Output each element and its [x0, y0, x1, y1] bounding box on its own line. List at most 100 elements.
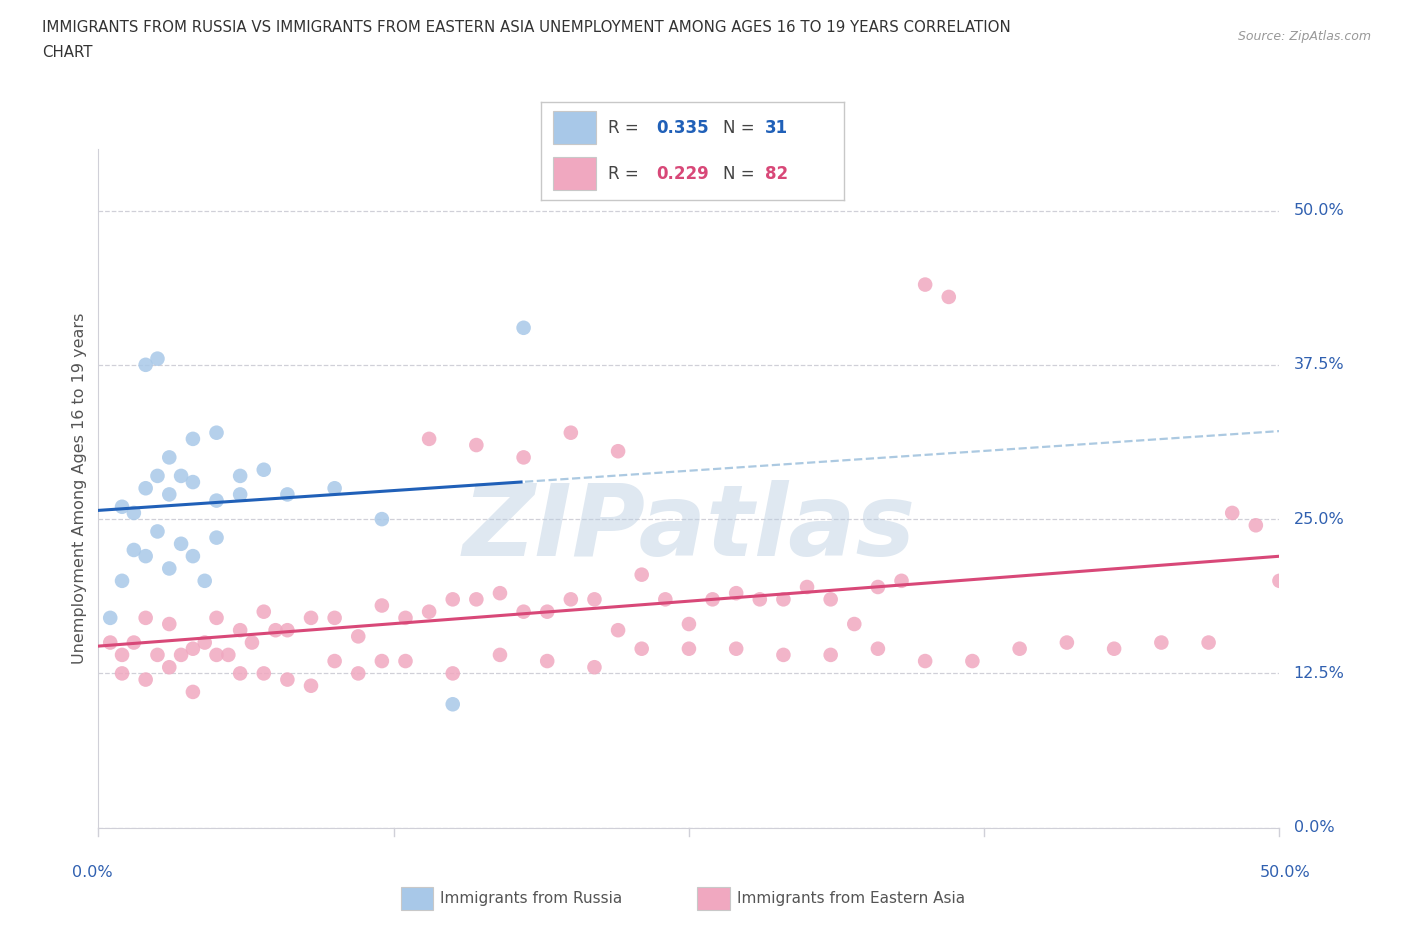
FancyBboxPatch shape — [554, 157, 596, 191]
Point — [489, 586, 512, 601]
Point — [1198, 635, 1220, 650]
Point — [194, 574, 217, 589]
Point — [607, 444, 630, 458]
Point — [1220, 506, 1243, 521]
Point — [725, 586, 748, 601]
FancyBboxPatch shape — [554, 111, 596, 144]
Text: CHART: CHART — [42, 45, 93, 60]
Point — [111, 574, 134, 589]
Point — [866, 579, 889, 594]
Point — [583, 659, 606, 674]
Point — [170, 647, 193, 662]
Point — [181, 432, 204, 446]
Point — [748, 591, 770, 606]
Point — [418, 604, 440, 619]
Point — [772, 591, 794, 606]
Text: 0.0%: 0.0% — [72, 865, 112, 880]
Point — [371, 654, 394, 669]
Point — [371, 512, 394, 526]
Point — [229, 469, 252, 484]
Point — [276, 672, 298, 687]
Point — [157, 561, 180, 576]
Text: 0.335: 0.335 — [657, 119, 709, 137]
Point — [181, 684, 204, 699]
Point — [512, 320, 534, 335]
Point — [962, 654, 984, 669]
Point — [654, 591, 676, 606]
Point — [111, 647, 134, 662]
Text: 82: 82 — [765, 165, 789, 182]
Point — [465, 591, 488, 606]
Point — [229, 623, 252, 638]
Point — [157, 487, 180, 502]
Text: IMMIGRANTS FROM RUSSIA VS IMMIGRANTS FROM EASTERN ASIA UNEMPLOYMENT AMONG AGES 1: IMMIGRANTS FROM RUSSIA VS IMMIGRANTS FRO… — [42, 20, 1011, 35]
Point — [135, 610, 157, 625]
Point — [1102, 642, 1125, 657]
Point — [441, 697, 464, 711]
Point — [394, 654, 416, 669]
Point — [157, 617, 180, 631]
Text: N =: N = — [723, 165, 759, 182]
Point — [240, 635, 263, 650]
Point — [122, 542, 145, 557]
Text: Source: ZipAtlas.com: Source: ZipAtlas.com — [1237, 30, 1371, 43]
Point — [702, 591, 724, 606]
Point — [181, 549, 204, 564]
Point — [146, 352, 169, 366]
Point — [1150, 635, 1173, 650]
Point — [194, 635, 217, 650]
Point — [111, 666, 134, 681]
Point — [772, 647, 794, 662]
Point — [890, 574, 912, 589]
Point — [560, 425, 582, 440]
Text: N =: N = — [723, 119, 759, 137]
Point — [560, 591, 582, 606]
Point — [465, 438, 488, 453]
Text: ZIPatlas: ZIPatlas — [463, 481, 915, 578]
Point — [607, 623, 630, 638]
Text: R =: R = — [607, 165, 644, 182]
Point — [229, 666, 252, 681]
Point — [135, 549, 157, 564]
Point — [111, 499, 134, 514]
Point — [276, 487, 298, 502]
Point — [914, 654, 936, 669]
Text: 50.0%: 50.0% — [1260, 865, 1310, 880]
Point — [146, 469, 169, 484]
Point — [181, 642, 204, 657]
Point — [264, 623, 287, 638]
Point — [299, 610, 322, 625]
Point — [98, 635, 121, 650]
Point — [630, 642, 652, 657]
Y-axis label: Unemployment Among Ages 16 to 19 years: Unemployment Among Ages 16 to 19 years — [72, 312, 87, 664]
Point — [157, 450, 180, 465]
Text: 25.0%: 25.0% — [1294, 512, 1344, 526]
Point — [135, 481, 157, 496]
Point — [347, 666, 370, 681]
Text: Immigrants from Russia: Immigrants from Russia — [440, 891, 623, 906]
Point — [938, 289, 960, 304]
Point — [512, 450, 534, 465]
Point — [678, 642, 700, 657]
Point — [866, 642, 889, 657]
Point — [205, 647, 228, 662]
Point — [820, 591, 842, 606]
Point — [630, 567, 652, 582]
Point — [678, 617, 700, 631]
Point — [323, 610, 346, 625]
Text: 12.5%: 12.5% — [1294, 666, 1344, 681]
Point — [205, 493, 228, 508]
Text: 0.0%: 0.0% — [1294, 820, 1334, 835]
Point — [122, 506, 145, 521]
Point — [181, 474, 204, 489]
Point — [229, 487, 252, 502]
Point — [205, 530, 228, 545]
Point — [323, 654, 346, 669]
Text: 31: 31 — [765, 119, 789, 137]
Point — [394, 610, 416, 625]
Point — [217, 647, 239, 662]
Point — [253, 462, 276, 477]
Text: Immigrants from Eastern Asia: Immigrants from Eastern Asia — [737, 891, 965, 906]
Text: 0.229: 0.229 — [657, 165, 709, 182]
Point — [205, 610, 228, 625]
